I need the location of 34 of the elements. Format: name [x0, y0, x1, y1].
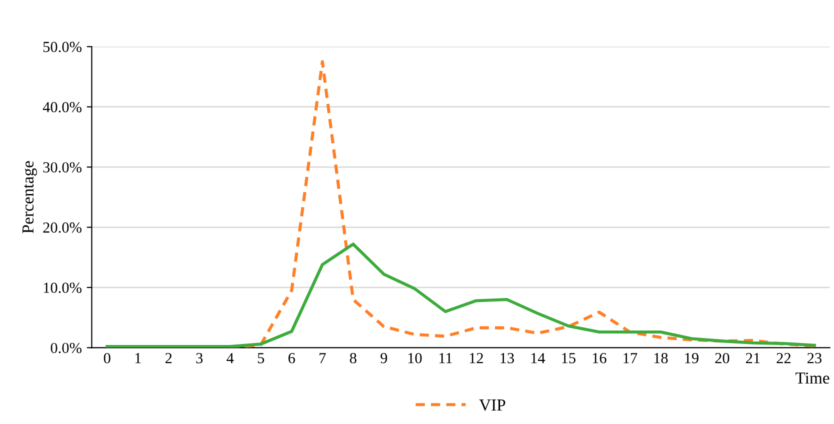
- x-tick-label: 16: [592, 353, 606, 364]
- x-tick-label: 4: [226, 353, 234, 364]
- x-tick-label: 3: [196, 353, 203, 364]
- x-tick-label: 10: [408, 352, 422, 364]
- legend-label: VIP: [479, 400, 506, 411]
- y-tick-label: 40.0%: [42, 102, 82, 112]
- x-tick-label: 12: [470, 353, 483, 364]
- x-tick-label: 20: [715, 352, 730, 364]
- x-tick-label: 15: [562, 353, 576, 364]
- x-tick-label: 6: [288, 353, 296, 364]
- x-tick-label: 9: [380, 353, 388, 364]
- x-tick-label: 8: [350, 352, 356, 364]
- x-tick-label: 11: [439, 353, 452, 364]
- x-tick-label: 22: [776, 353, 790, 364]
- x-tick-label: 2: [165, 353, 172, 364]
- y-tick-label: 0.0%: [50, 342, 82, 354]
- x-tick-label: 23: [807, 353, 822, 364]
- line-series: [106, 242, 816, 348]
- x-tick-label: 19: [685, 353, 698, 364]
- x-tick-label: 14: [531, 353, 546, 364]
- x-axis-title: Time: [796, 372, 830, 384]
- x-tick-label: 13: [500, 353, 514, 364]
- x-tick-label: 5: [258, 353, 264, 364]
- x-tick-label: 17: [624, 353, 638, 364]
- y-tick-label: 30.0%: [43, 162, 82, 173]
- x-tick-label: 18: [654, 352, 668, 364]
- x-tick-label: 1: [135, 353, 141, 364]
- x-tick-label: 7: [320, 353, 326, 364]
- x-tick-label: 21: [746, 353, 760, 364]
- y-tick-label: 10.0%: [44, 282, 82, 293]
- y-tick-label: 50.0%: [43, 42, 82, 52]
- x-tick-label: 0: [104, 352, 110, 364]
- y-tick-label: 20.0%: [43, 222, 82, 233]
- y-axis-title: Percentage: [22, 161, 37, 234]
